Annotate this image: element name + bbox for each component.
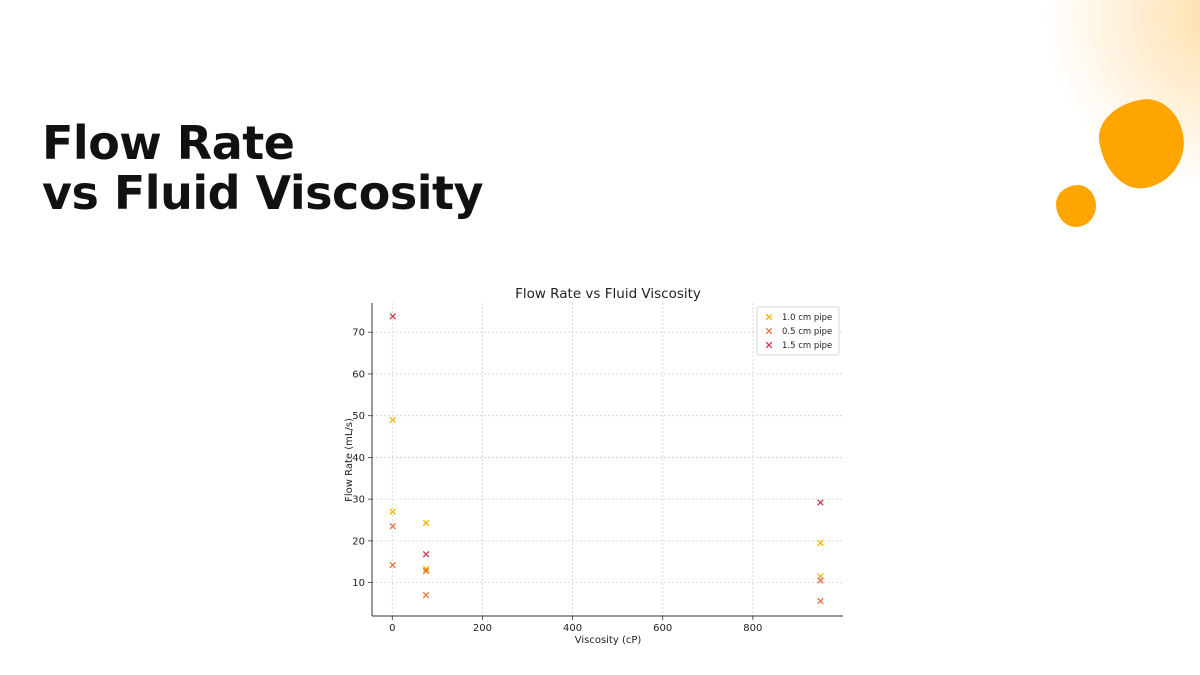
y-tick-label: 50 bbox=[352, 411, 365, 422]
x-axis-label: Viscosity (cP) bbox=[575, 635, 642, 646]
chart-points bbox=[389, 313, 824, 605]
x-tick-label: 200 bbox=[473, 623, 492, 634]
y-tick-label: 10 bbox=[352, 578, 365, 589]
data-point-series-1 bbox=[422, 519, 430, 527]
chart-title: Flow Rate vs Fluid Viscosity bbox=[515, 286, 701, 302]
slide-title-line-1: Flow Rate bbox=[42, 116, 295, 170]
data-point-series-1 bbox=[422, 565, 430, 573]
y-tick-label: 60 bbox=[352, 369, 365, 380]
y-tick-label: 70 bbox=[352, 328, 365, 339]
data-point-series-2 bbox=[422, 567, 430, 575]
decorative-blob-small bbox=[1056, 185, 1096, 227]
data-point-series-2 bbox=[817, 597, 824, 605]
legend-marker-1 bbox=[765, 313, 773, 321]
y-axis-label: Flow Rate (mL/s) bbox=[344, 418, 355, 502]
data-point-series-1 bbox=[389, 416, 396, 424]
x-tick-label: 800 bbox=[743, 623, 762, 634]
data-point-series-1 bbox=[817, 539, 824, 547]
data-point-series-2 bbox=[389, 561, 396, 569]
chart-axes: 0 200 400 600 800 10 20 30 40 50 60 70 bbox=[352, 303, 843, 634]
slide-title-line-2: vs Fluid Viscosity bbox=[42, 166, 483, 220]
chart-legend: 1.0 cm pipe 0.5 cm pipe 1.5 cm pipe bbox=[756, 306, 840, 356]
x-tick-label: 600 bbox=[653, 623, 672, 634]
legend-label-1: 1.0 cm pipe bbox=[782, 313, 832, 323]
data-point-series-3 bbox=[389, 313, 396, 320]
slide-title: Flow Rate vs Fluid Viscosity bbox=[42, 118, 483, 218]
data-point-series-1 bbox=[389, 508, 396, 515]
data-point-series-3 bbox=[817, 499, 824, 506]
legend-box bbox=[756, 306, 840, 356]
data-point-series-2 bbox=[389, 523, 396, 530]
legend-marker-3 bbox=[765, 341, 773, 349]
data-point-series-3 bbox=[422, 550, 430, 558]
y-tick-label: 30 bbox=[352, 495, 365, 506]
x-tick-label: 400 bbox=[563, 623, 582, 634]
legend-label-3: 1.5 cm pipe bbox=[782, 341, 832, 351]
legend-label-2: 0.5 cm pipe bbox=[782, 327, 832, 337]
data-point-series-2 bbox=[422, 591, 430, 599]
data-point-series-2 bbox=[817, 577, 824, 584]
y-tick-label: 40 bbox=[352, 453, 365, 464]
y-tick-label: 20 bbox=[352, 536, 365, 547]
legend-marker-2 bbox=[765, 327, 773, 335]
x-tick-label: 0 bbox=[389, 623, 395, 634]
